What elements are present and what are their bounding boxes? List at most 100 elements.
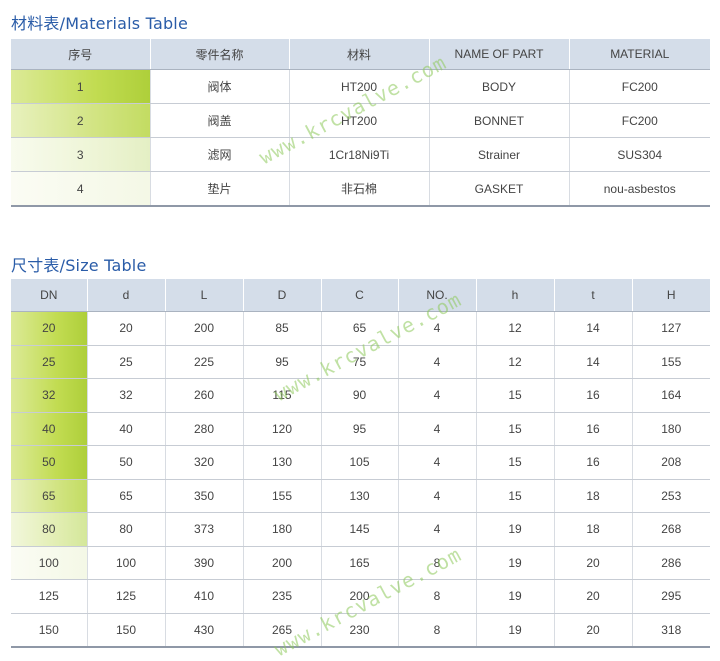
row-seq: 4: [11, 171, 151, 207]
part-name-cn: 滤网: [150, 137, 290, 172]
cell-c: 200: [321, 579, 399, 614]
cell-dn: 125: [11, 579, 88, 614]
row-seq: 3: [11, 137, 151, 172]
cell-t: 20: [554, 546, 633, 580]
cell-l: 390: [165, 546, 244, 580]
cell-l: 320: [165, 445, 244, 480]
cell-no: 4: [398, 412, 477, 446]
row-seq: 2: [11, 103, 151, 138]
part-name-en: BODY: [429, 69, 570, 104]
cell-t: 18: [554, 512, 633, 547]
cell-h: 286: [632, 546, 710, 580]
cell-d: 180: [243, 512, 322, 547]
material-cn: HT200: [289, 103, 430, 138]
cell-t: 16: [554, 445, 633, 480]
cell-c: 165: [321, 546, 399, 580]
table-row: 20 20 200 85 65 4 12 14 127: [11, 311, 710, 346]
cell-h: 268: [632, 512, 710, 547]
cell-d: 265: [243, 613, 322, 648]
cell-d: 235: [243, 579, 322, 614]
materials-header-row: 序号 零件名称 材料 NAME OF PART MATERIAL: [11, 39, 710, 70]
header-c: C: [321, 279, 399, 312]
cell-d-small: 50: [87, 445, 166, 480]
cell-h: 208: [632, 445, 710, 480]
cell-d-small: 65: [87, 479, 166, 513]
header-seq: 序号: [11, 39, 151, 70]
cell-d-small: 40: [87, 412, 166, 446]
cell-h: 155: [632, 345, 710, 379]
material-cn: 1Cr18Ni9Ti: [289, 137, 430, 172]
material-cn: 非石棉: [289, 171, 430, 207]
material-en: FC200: [569, 103, 710, 138]
cell-h: 295: [632, 579, 710, 614]
cell-c: 75: [321, 345, 399, 379]
header-d-small: d: [87, 279, 166, 312]
size-header-row: DN d L D C NO. h t H: [11, 279, 710, 312]
cell-c: 90: [321, 378, 399, 413]
cell-d: 120: [243, 412, 322, 446]
cell-d-small: 80: [87, 512, 166, 547]
cell-c: 230: [321, 613, 399, 648]
cell-dn: 150: [11, 613, 88, 648]
cell-h-small: 19: [476, 546, 555, 580]
header-h-small: h: [476, 279, 555, 312]
table-row: 100 100 390 200 165 8 19 20 286: [11, 546, 710, 580]
header-h: H: [632, 279, 710, 312]
cell-h: 127: [632, 311, 710, 346]
table-row: 4 垫片 非石棉 GASKET nou-asbestos: [11, 171, 710, 207]
cell-dn: 65: [11, 479, 88, 513]
table-row: 150 150 430 265 230 8 19 20 318: [11, 613, 710, 648]
cell-h-small: 12: [476, 311, 555, 346]
cell-c: 95: [321, 412, 399, 446]
cell-no: 4: [398, 512, 477, 547]
cell-d-small: 20: [87, 311, 166, 346]
cell-d: 155: [243, 479, 322, 513]
table-row: 2 阀盖 HT200 BONNET FC200: [11, 103, 710, 138]
cell-t: 16: [554, 378, 633, 413]
cell-l: 430: [165, 613, 244, 648]
cell-dn: 50: [11, 445, 88, 480]
cell-h-small: 15: [476, 412, 555, 446]
table-row: 125 125 410 235 200 8 19 20 295: [11, 579, 710, 614]
cell-no: 4: [398, 311, 477, 346]
cell-l: 225: [165, 345, 244, 379]
part-name-en: BONNET: [429, 103, 570, 138]
header-no: NO.: [398, 279, 477, 312]
part-name-en: Strainer: [429, 137, 570, 172]
cell-dn: 20: [11, 311, 88, 346]
cell-h: 180: [632, 412, 710, 446]
cell-t: 20: [554, 613, 633, 648]
table-row: 1 阀体 HT200 BODY FC200: [11, 69, 710, 104]
cell-dn: 100: [11, 546, 88, 580]
cell-h: 318: [632, 613, 710, 648]
header-name-of-part: NAME OF PART: [429, 39, 570, 70]
cell-d: 200: [243, 546, 322, 580]
cell-h-small: 15: [476, 445, 555, 480]
cell-d-small: 25: [87, 345, 166, 379]
cell-c: 130: [321, 479, 399, 513]
cell-h-small: 19: [476, 579, 555, 614]
cell-dn: 80: [11, 512, 88, 547]
material-en: SUS304: [569, 137, 710, 172]
header-part-name-cn: 零件名称: [150, 39, 290, 70]
cell-l: 260: [165, 378, 244, 413]
cell-l: 373: [165, 512, 244, 547]
cell-c: 105: [321, 445, 399, 480]
material-en: FC200: [569, 69, 710, 104]
cell-h: 164: [632, 378, 710, 413]
table-row: 3 滤网 1Cr18Ni9Ti Strainer SUS304: [11, 137, 710, 172]
cell-h-small: 19: [476, 512, 555, 547]
size-table: DN d L D C NO. h t H 20 20 200 85 65 4 12 14 127…: [11, 279, 710, 648]
cell-h-small: 15: [476, 378, 555, 413]
part-name-cn: 垫片: [150, 171, 290, 207]
cell-d: 85: [243, 311, 322, 346]
header-material-cn: 材料: [289, 39, 430, 70]
cell-no: 8: [398, 613, 477, 648]
cell-no: 4: [398, 479, 477, 513]
part-name-cn: 阀体: [150, 69, 290, 104]
table-row: 50 50 320 130 105 4 15 16 208: [11, 445, 710, 480]
cell-d-small: 32: [87, 378, 166, 413]
cell-h-small: 15: [476, 479, 555, 513]
cell-dn: 32: [11, 378, 88, 413]
cell-l: 280: [165, 412, 244, 446]
